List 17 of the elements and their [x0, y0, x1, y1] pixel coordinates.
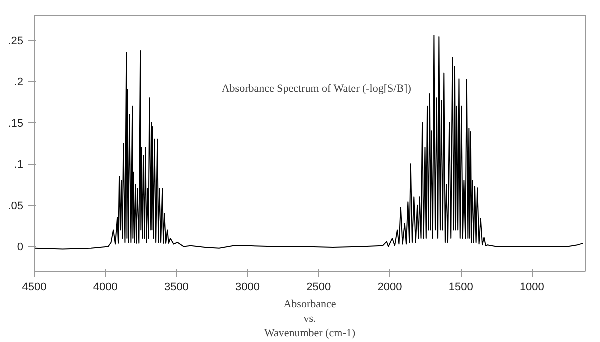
y-tick-label: .1	[14, 159, 24, 172]
x-tick-label: 3500	[164, 282, 189, 294]
x-tick-label: 1000	[520, 282, 544, 294]
x-tick-label: 1500	[448, 282, 474, 294]
x-tick-label: 3000	[236, 282, 260, 294]
x-axis-title: Absorbance vs. Wavenumber (cm-1)	[264, 298, 356, 340]
y-tick-label: .25	[8, 35, 24, 48]
y-tick-label: .2	[14, 76, 24, 89]
x-tick-label: 2500	[306, 282, 332, 294]
x-tick-label: 4000	[93, 282, 118, 294]
y-tick-label: .15	[8, 118, 24, 130]
y-tick-label: .05	[8, 200, 24, 212]
x-tick-label: 2000	[378, 282, 402, 294]
annotation: Absorbance Spectrum of Water (-log[S/B])	[222, 82, 412, 95]
x-tick-label: 4500	[22, 282, 47, 294]
y-tick-label: 0	[17, 242, 24, 254]
line-series	[34, 34, 584, 250]
